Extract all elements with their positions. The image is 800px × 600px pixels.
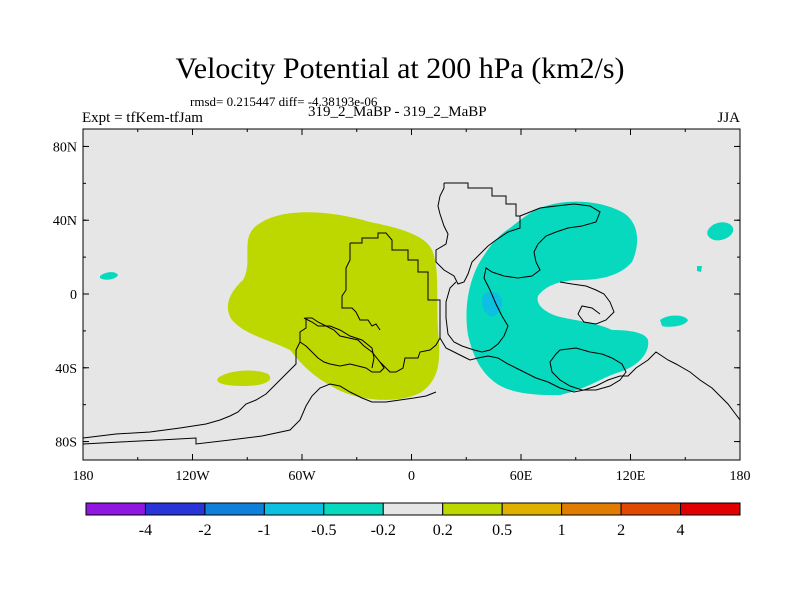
colorbar-swatch-5 [382, 502, 444, 516]
contour-fills [100, 201, 734, 400]
experiment-label: Expt = tfKem-tfJam [82, 110, 203, 126]
colorbar-swatch-1 [144, 502, 206, 516]
lat-label-3: 40S [55, 362, 77, 377]
lon-label-3: 0 [408, 469, 415, 484]
colorbar-label-5: 0.2 [433, 522, 453, 539]
colorbar-label-1: -2 [198, 522, 211, 539]
colorbar-swatch-8 [561, 502, 622, 516]
coastline-europe-africa [435, 182, 521, 285]
lat-label-4: 80S [55, 436, 77, 451]
coastlines [83, 182, 740, 445]
colorbar-swatch-3 [263, 502, 325, 516]
colorbar-swatch-10 [680, 502, 741, 516]
negative-anomaly-small-west [100, 272, 118, 280]
lon-label-1: 120W [175, 469, 210, 484]
negative-anomaly-tiny [697, 266, 702, 272]
negative-anomaly-core [482, 292, 503, 317]
lat-label-2: 0 [70, 288, 77, 303]
colorbar-swatch-4 [323, 502, 384, 516]
coastline-asia [445, 203, 601, 353]
colorbar-label-7: 1 [558, 522, 566, 539]
season-label: JJA [717, 110, 740, 126]
coastline-south-america [83, 317, 375, 439]
colorbar: -4 -2 -1 -0.5 -0.2 0.2 0.5 1 2 4 [85, 502, 741, 539]
colorbar-label-8: 2 [617, 522, 625, 539]
coastline-se-asia [559, 281, 615, 325]
negative-anomaly-pacific-blob [707, 222, 734, 241]
plot-title: Velocity Potential at 200 hPa (km2/s) [175, 52, 625, 85]
colorbar-swatch-7 [501, 502, 563, 516]
colorbar-label-9: 4 [677, 522, 685, 539]
positive-anomaly-small [217, 370, 271, 386]
colorbar-label-6: 0.5 [492, 522, 512, 539]
stats-label: rmsd= 0.215447 diff= -4.38193e-06 [190, 94, 378, 109]
coastline-antarctica [83, 337, 740, 445]
colorbar-swatch-9 [620, 502, 682, 516]
coastline-australia [549, 347, 627, 391]
colorbar-swatch-2 [204, 502, 265, 516]
lon-label-6: 180 [730, 469, 751, 484]
negative-anomaly-small-east [660, 315, 688, 327]
positive-anomaly-main [227, 212, 440, 400]
lon-label-4: 60E [510, 469, 533, 484]
lat-label-0: 80N [53, 140, 77, 155]
colorbar-swatch-0 [85, 502, 146, 516]
lon-label-5: 120E [616, 469, 646, 484]
colorbar-label-0: -4 [139, 522, 152, 539]
colorbar-label-4: -0.2 [371, 522, 396, 539]
negative-anomaly-main [466, 201, 649, 396]
coastline-americas [299, 232, 441, 373]
colorbar-label-2: -1 [258, 522, 271, 539]
case-label: 319_2_MaBP - 319_2_MaBP [308, 104, 487, 120]
lat-label-1: 40N [53, 214, 77, 229]
colorbar-label-3: -0.5 [311, 522, 336, 539]
colorbar-swatch-6 [442, 502, 503, 516]
map-axes: 80N 40N 0 40S 80S 180 120W 60W 0 60E 120E 180 [53, 129, 751, 484]
lon-label-0: 180 [73, 469, 94, 484]
lon-label-2: 60W [288, 469, 316, 484]
